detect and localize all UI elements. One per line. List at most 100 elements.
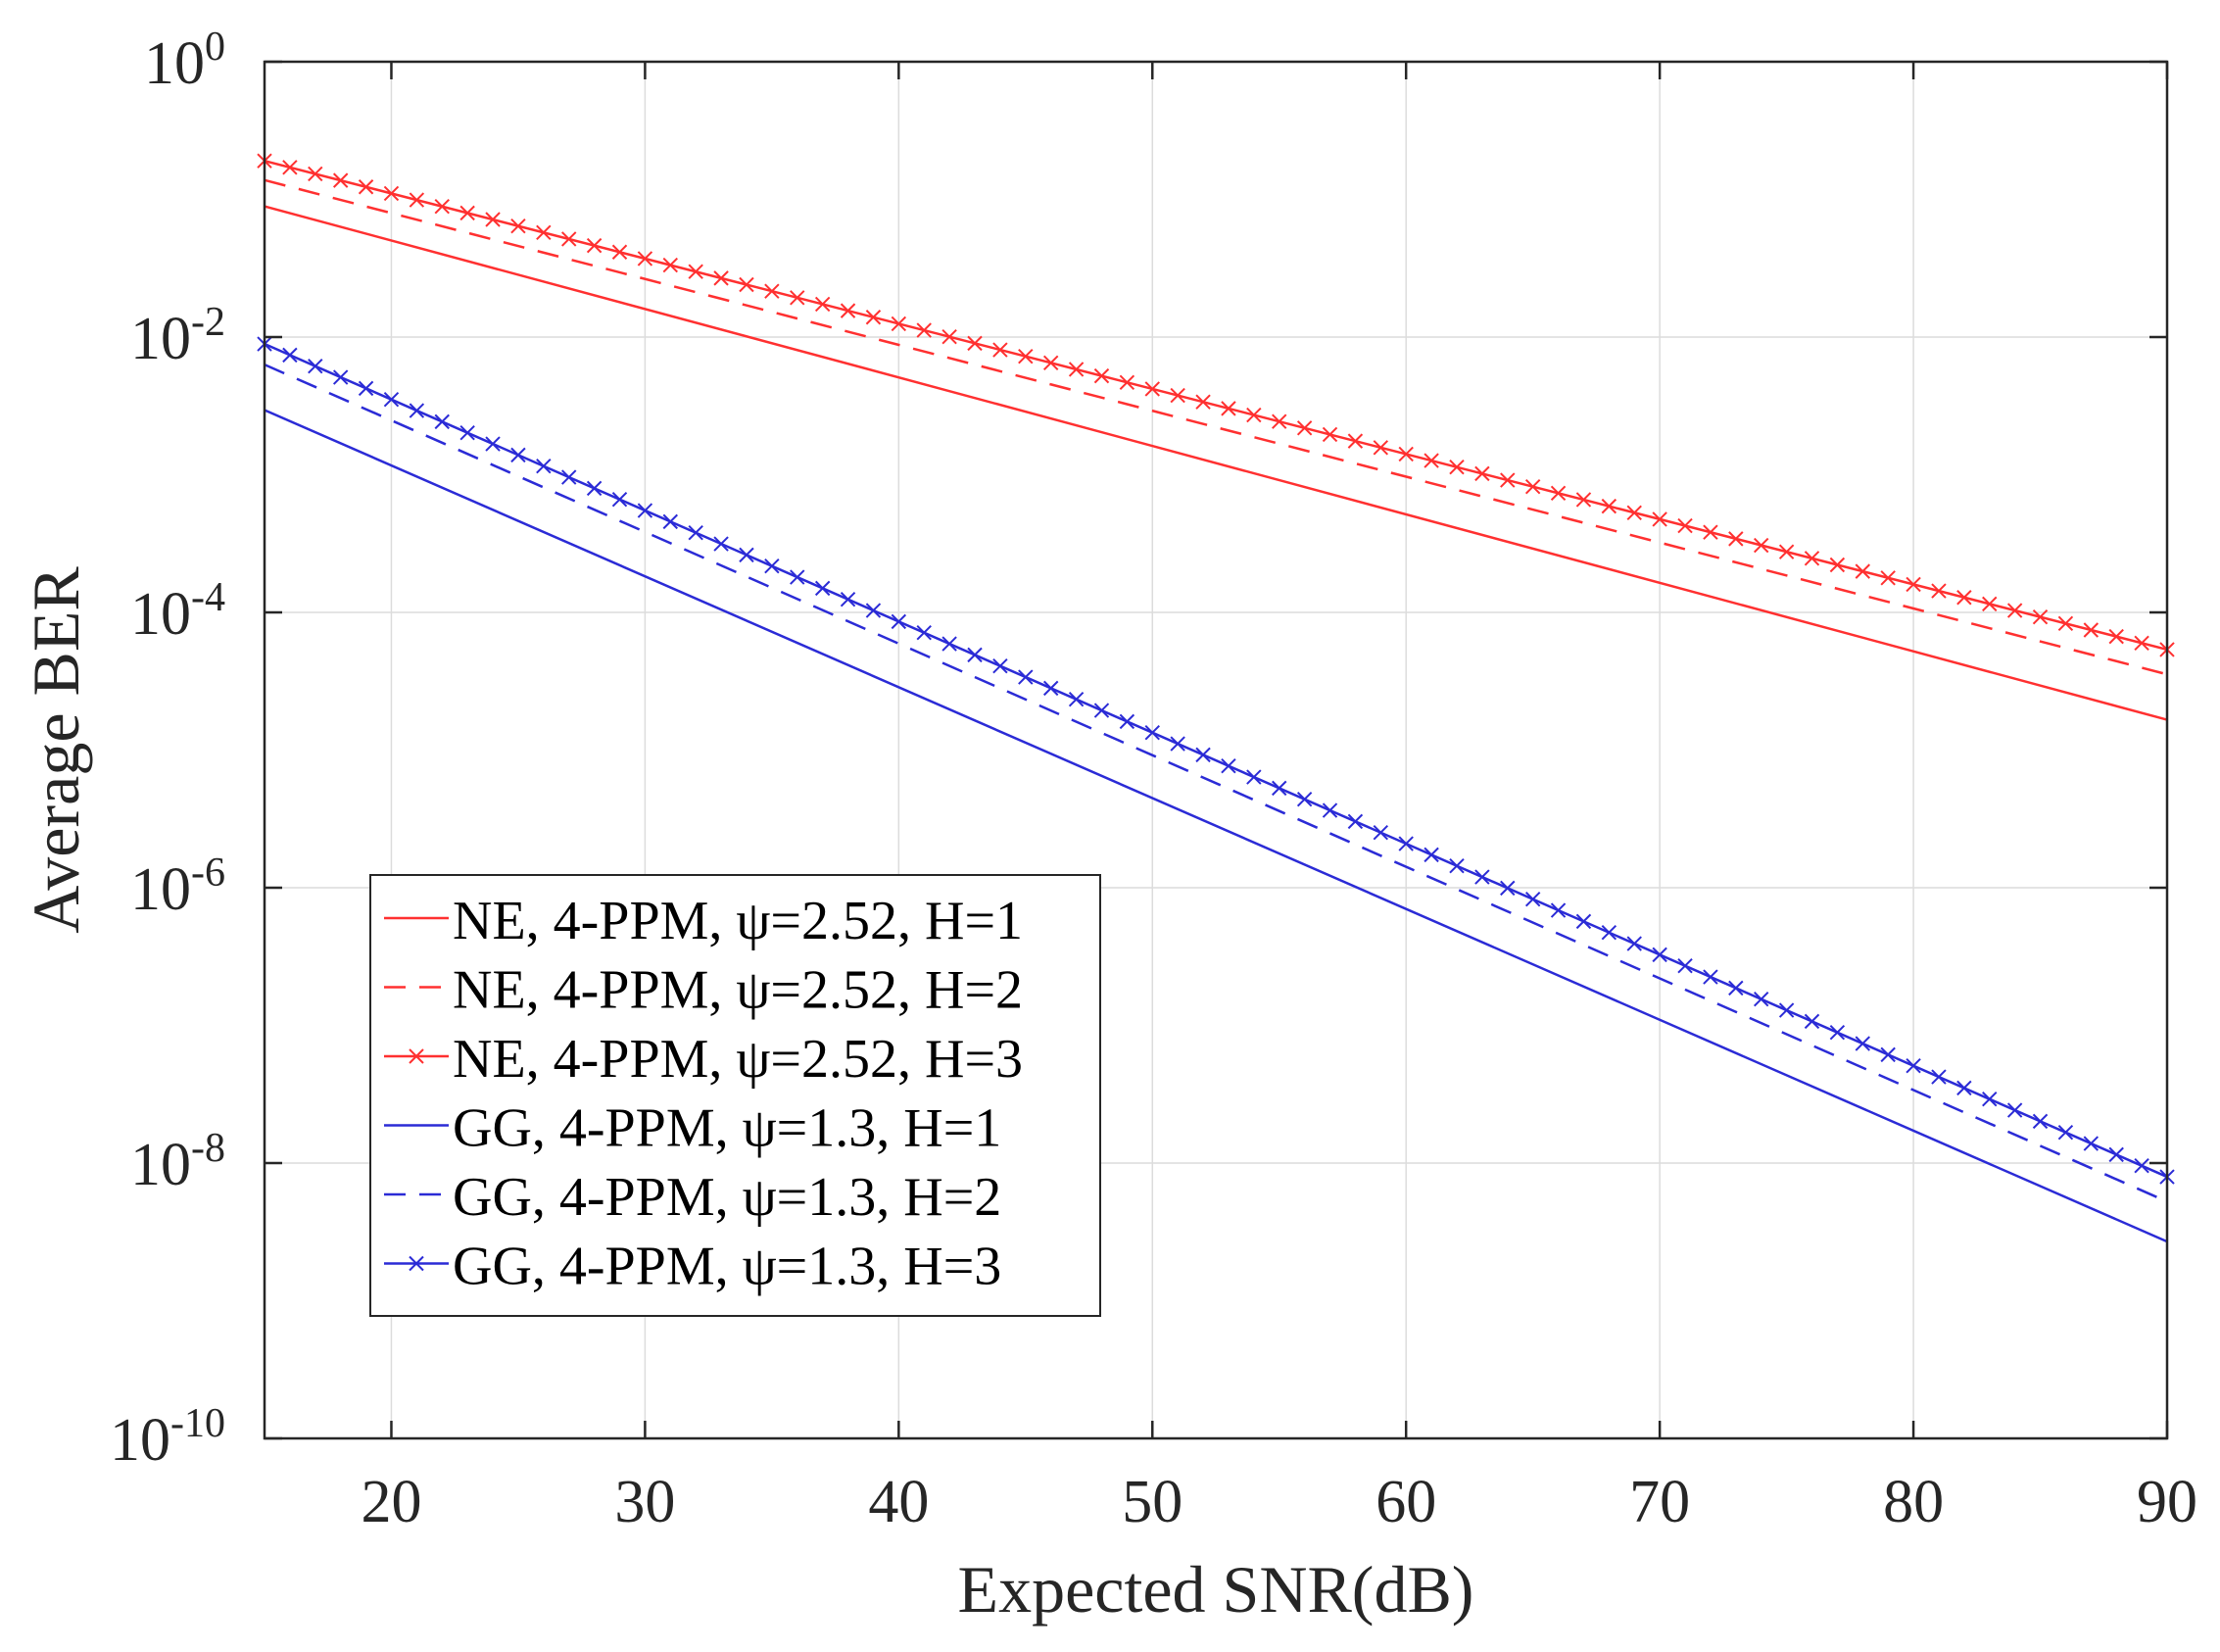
x-marker (1524, 478, 1541, 495)
x-marker (1373, 824, 1389, 841)
x-marker (1424, 453, 1439, 468)
x-marker (308, 358, 323, 374)
x-marker (1474, 465, 1490, 482)
x-marker (1906, 576, 1921, 593)
x-marker (1272, 413, 1287, 429)
x-marker (840, 591, 856, 607)
x-marker (1018, 669, 1034, 685)
series-3 (257, 153, 2175, 657)
x-marker (1677, 517, 1693, 534)
x-marker (1195, 394, 1211, 410)
x-axis-title: Expected SNR(dB) (958, 1552, 1474, 1627)
series-line (264, 363, 2168, 1203)
x-marker (1373, 440, 1389, 456)
x-marker (814, 580, 831, 597)
x-marker (2057, 615, 2074, 632)
x-marker (282, 160, 298, 175)
x-marker (1804, 1013, 1820, 1030)
x-marker (561, 469, 577, 485)
x-marker (1042, 680, 1059, 697)
x-marker (1524, 892, 1541, 907)
series-line (264, 178, 2168, 676)
x-marker (1322, 802, 1338, 818)
x-marker (1500, 472, 1516, 488)
x-marker (1601, 498, 1617, 514)
y-tick-base: 10 (130, 306, 191, 372)
y-tick-exponent: -6 (191, 850, 225, 896)
x-marker (308, 166, 323, 182)
x-marker (941, 636, 957, 652)
x-marker (1931, 583, 1947, 599)
x-marker (1246, 407, 1262, 423)
x-marker (992, 657, 1008, 674)
x-marker (840, 303, 856, 318)
x-marker (1728, 980, 1744, 996)
x-marker (2134, 635, 2149, 651)
x-tick-label: 70 (1629, 1469, 1690, 1535)
x-marker (1119, 713, 1135, 730)
x-tick-label: 30 (614, 1469, 675, 1535)
x-marker (1221, 401, 1236, 416)
x-marker (814, 296, 831, 313)
x-marker (1119, 374, 1135, 390)
x-marker (586, 480, 603, 497)
x-marker (1550, 485, 1567, 502)
legend-entry: NE, 4-PPM, ψ=2.52, H=1 (384, 891, 1023, 951)
x-marker (713, 536, 729, 552)
series-4 (264, 409, 2168, 1243)
y-tick-exponent: 0 (205, 24, 225, 70)
x-marker (1575, 492, 1592, 508)
x-marker (1829, 1025, 1846, 1041)
axes-frame (263, 60, 2169, 1440)
x-marker (282, 347, 298, 364)
y-axis-title: Average BER (19, 566, 93, 934)
x-marker (865, 310, 882, 325)
x-marker (1626, 505, 1642, 520)
x-marker (409, 1255, 424, 1272)
x-tick-label: 50 (1122, 1469, 1182, 1535)
x-marker (1170, 387, 1185, 404)
x-marker (916, 624, 932, 641)
x-marker (1982, 1092, 1998, 1107)
series-2 (264, 178, 2168, 676)
x-marker (891, 613, 907, 630)
x-marker (2083, 622, 2099, 638)
x-marker (1829, 557, 1846, 573)
x-marker (992, 342, 1008, 358)
x-marker (510, 218, 526, 234)
x-marker (662, 257, 679, 273)
legend-entry: NE, 4-PPM, ψ=2.52, H=2 (384, 960, 1023, 1021)
y-tick-label: 10-8 (130, 1126, 225, 1198)
x-tick-label: 80 (1883, 1469, 1944, 1535)
x-marker (459, 424, 475, 441)
x-marker (1347, 433, 1364, 449)
x-marker (941, 329, 957, 345)
x-marker (1956, 1080, 1972, 1096)
y-tick-exponent: -2 (191, 300, 225, 345)
x-marker (1778, 1002, 1795, 1018)
x-marker (1982, 596, 1998, 612)
x-marker (1880, 1046, 1896, 1063)
x-marker (510, 447, 526, 463)
x-marker (1754, 992, 1769, 1007)
x-marker (434, 199, 450, 215)
x-marker (739, 547, 754, 563)
x-marker (688, 524, 703, 541)
legend-label: GG, 4-PPM, ψ=1.3, H=2 (453, 1167, 1001, 1228)
x-marker (1575, 913, 1592, 930)
x-marker (865, 603, 882, 618)
y-tick-exponent: -4 (191, 575, 225, 620)
x-marker (637, 251, 653, 267)
legend-box (369, 874, 1101, 1317)
x-marker (459, 205, 475, 221)
x-marker (1703, 524, 1718, 540)
x-marker (358, 380, 374, 397)
x-marker (485, 436, 501, 452)
x-marker (434, 413, 450, 430)
y-tick-base: 10 (130, 856, 191, 923)
x-marker (2108, 1146, 2124, 1163)
legend-label: NE, 4-PPM, ψ=2.52, H=1 (453, 891, 1023, 951)
x-marker (1931, 1069, 1947, 1085)
legend-label: GG, 4-PPM, ψ=1.3, H=3 (453, 1237, 1001, 1297)
